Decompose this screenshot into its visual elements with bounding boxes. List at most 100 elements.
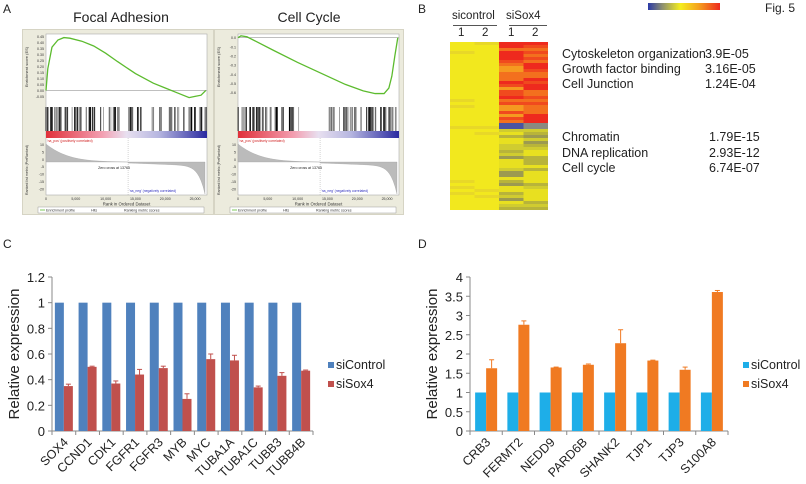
bar-sisox4 xyxy=(158,368,168,431)
legend-swatch xyxy=(743,381,749,387)
heatmap-cell xyxy=(499,162,524,166)
heatmap-cell xyxy=(499,114,524,118)
heatmap-cell xyxy=(499,204,524,208)
panel-label-a: A xyxy=(3,2,12,16)
heatmap-cell xyxy=(499,156,524,160)
heatmap-cell xyxy=(523,129,548,133)
heatmap-cell xyxy=(523,180,548,184)
heatmap-cell xyxy=(450,150,475,154)
heatmap-cell xyxy=(499,63,524,67)
bar-sisox4 xyxy=(229,360,239,431)
es-tick-label: -0.3 xyxy=(230,64,236,68)
legend-label: siSox4 xyxy=(751,377,789,391)
heatmap-cell xyxy=(474,165,500,169)
heatmap-cell xyxy=(474,87,500,91)
heatmap-cell xyxy=(450,162,475,166)
es-tick-label: 0.30 xyxy=(37,53,44,57)
enrichment-profile-line xyxy=(237,35,399,95)
heatmap-cell xyxy=(523,168,548,172)
legend-label: siControl xyxy=(336,358,385,372)
heatmap-cell xyxy=(474,111,500,115)
category-label: TJP1 xyxy=(624,435,655,466)
go-term: Cell cycle xyxy=(562,161,616,175)
rank-axis-label: Ranked list metric (PreRanked) xyxy=(217,145,221,195)
group-line xyxy=(509,25,547,26)
y-tick-label: 4 xyxy=(456,270,463,285)
rank-tick-label: -5 xyxy=(233,165,236,169)
es-axis-label: Enrichment score (ES) xyxy=(24,46,29,87)
x-tick-label: 0 xyxy=(237,197,239,201)
bar-sisox4 xyxy=(486,368,498,431)
heatmap-cell xyxy=(523,66,548,70)
heatmap-cell xyxy=(450,135,475,139)
heatmap-cell xyxy=(474,60,500,64)
bar-sicontrol xyxy=(475,392,487,431)
bar-sicontrol xyxy=(571,392,583,431)
heatmap-cell xyxy=(499,132,524,136)
heatmap-cell xyxy=(499,153,524,157)
heatmap-cell xyxy=(523,132,548,136)
bar-sicontrol xyxy=(507,392,519,431)
heatmap-cell xyxy=(450,96,475,100)
legend-profile: Enrichment profile xyxy=(238,209,267,213)
heatmap-cell xyxy=(474,126,500,130)
panel-label-b: B xyxy=(418,2,427,16)
heatmap-cell xyxy=(474,129,500,133)
pos-correlated-label: 'na_pos' (positively correlated) xyxy=(47,139,93,143)
es-tick-label: 0.10 xyxy=(37,77,44,81)
x-tick-label: 5,000 xyxy=(263,197,272,201)
heatmap-cell xyxy=(474,162,500,166)
bar-sicontrol xyxy=(173,302,183,431)
heatmap-cell xyxy=(523,51,548,55)
gsea-svg: 0.0 -0.1 -0.2 -0.3 -0.4 -0.5 -0.6 Enrichment sc… xyxy=(216,33,400,214)
x-tick-label: 10,000 xyxy=(100,197,111,201)
heatmap-cell xyxy=(499,198,524,202)
heatmap-cell xyxy=(499,126,524,130)
bar-sisox4 xyxy=(615,343,627,431)
go-pvalue: 2.93E-12 xyxy=(709,146,760,160)
heatmap-cell xyxy=(450,78,475,82)
heatmap-cell xyxy=(523,81,548,85)
heatmap-cell xyxy=(474,201,500,205)
go-pvalue: 1.24E-04 xyxy=(705,77,756,91)
heatmap-cell xyxy=(499,207,524,210)
panel-label-d: D xyxy=(418,237,427,251)
go-term: Cell Junction xyxy=(562,77,634,91)
bar-sicontrol xyxy=(102,302,112,431)
rank-color-bar xyxy=(46,131,207,138)
bar-sisox4 xyxy=(550,367,562,431)
gsea-title-focal-adhesion: Focal Adhesion xyxy=(73,9,169,25)
rank-tick-label: -15 xyxy=(231,180,236,184)
heatmap-cell xyxy=(450,207,475,210)
go-term: Chromatin xyxy=(562,130,620,144)
heatmap-cell xyxy=(450,180,475,184)
heatmap-cell xyxy=(499,54,524,58)
heatmap-cell xyxy=(523,159,548,163)
heatmap-cell xyxy=(450,81,475,85)
heatmap-cell xyxy=(474,117,500,121)
bar-sicontrol xyxy=(126,302,136,431)
y-axis-label: Relative expression xyxy=(6,289,23,420)
y-tick-label: 2 xyxy=(456,347,463,362)
heatmap-cell xyxy=(523,99,548,103)
heatmap-cell xyxy=(450,93,475,97)
heatmap-cell xyxy=(523,111,548,115)
heatmap-cell xyxy=(523,93,548,97)
legend-label: siSox4 xyxy=(336,377,374,391)
heatmap-cell xyxy=(450,129,475,133)
heatmap-cell xyxy=(474,51,500,55)
rank-tick-label: -20 xyxy=(39,187,44,191)
heatmap-cell xyxy=(499,66,524,70)
heatmap-cell xyxy=(499,177,524,181)
x-tick-label: 20,000 xyxy=(160,197,171,201)
heatmap-cell xyxy=(474,84,500,88)
heatmap-cell xyxy=(474,192,500,196)
heatmap-cell xyxy=(474,189,500,193)
heatmap-cell xyxy=(499,42,524,46)
heatmap-cell xyxy=(523,90,548,94)
heatmap-cell xyxy=(499,78,524,82)
heatmap-cell xyxy=(499,138,524,142)
legend-profile: Enrichment profile xyxy=(46,209,75,213)
x-tick-label: 15,000 xyxy=(322,197,333,201)
